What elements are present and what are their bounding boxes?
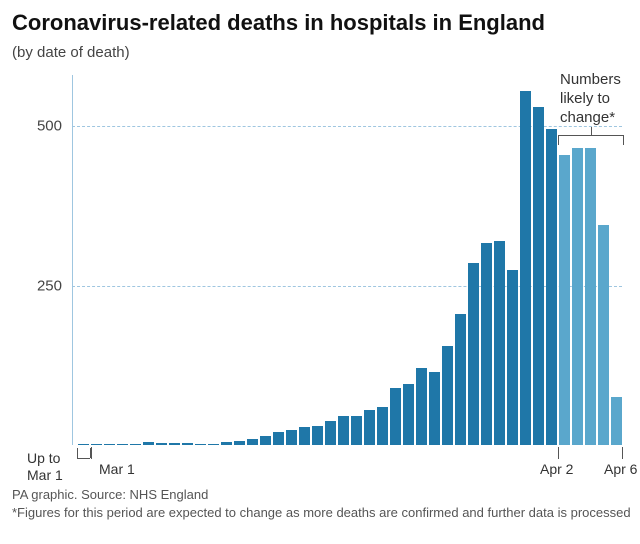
bar [481, 243, 492, 445]
x-label-upto-mar1: Up to Mar 1 [27, 450, 63, 484]
bar [455, 314, 466, 445]
bar [533, 107, 544, 445]
bar [195, 444, 206, 445]
bar [130, 444, 141, 445]
footer-source: PA graphic. Source: NHS England [12, 487, 208, 502]
bar [182, 443, 193, 445]
bar [325, 421, 336, 445]
bar [585, 148, 596, 445]
bar [611, 397, 622, 445]
bar [273, 432, 284, 445]
chart-subtitle: (by date of death) [12, 44, 130, 61]
bar [520, 91, 531, 445]
bar [299, 427, 310, 445]
bar [364, 410, 375, 445]
bar [338, 416, 349, 445]
chart-title: Coronavirus-related deaths in hospitals … [12, 10, 545, 36]
bar [104, 444, 115, 445]
bar [312, 426, 323, 445]
bar [221, 442, 232, 445]
x-label-apr6: Apr 6 [604, 461, 637, 478]
bar [91, 444, 102, 445]
bar [559, 155, 570, 445]
x-label-apr2: Apr 2 [540, 461, 573, 478]
bar [468, 263, 479, 445]
bar [260, 436, 271, 445]
bar [143, 442, 154, 445]
x-label-mar1: Mar 1 [99, 461, 135, 478]
bar [390, 388, 401, 445]
bar [403, 384, 414, 445]
bar [208, 444, 219, 445]
footer-note: *Figures for this period are expected to… [12, 505, 631, 520]
bar [507, 270, 518, 445]
bar-group [78, 75, 622, 445]
bar [416, 368, 427, 445]
bar [234, 441, 245, 445]
bar [572, 148, 583, 445]
bar [546, 129, 557, 445]
bar [156, 443, 167, 445]
bar [351, 416, 362, 445]
bar [442, 346, 453, 445]
bar [429, 372, 440, 445]
bar [494, 241, 505, 445]
bar [247, 439, 258, 445]
bar [78, 444, 89, 445]
bar [117, 444, 128, 445]
bar [377, 407, 388, 445]
y-tick-label: 500 [37, 118, 62, 135]
chart-plot [72, 75, 622, 445]
bar [286, 430, 297, 445]
bar [169, 443, 180, 445]
y-tick-label: 250 [37, 277, 62, 294]
bar [598, 225, 609, 445]
y-axis-line [72, 75, 73, 445]
